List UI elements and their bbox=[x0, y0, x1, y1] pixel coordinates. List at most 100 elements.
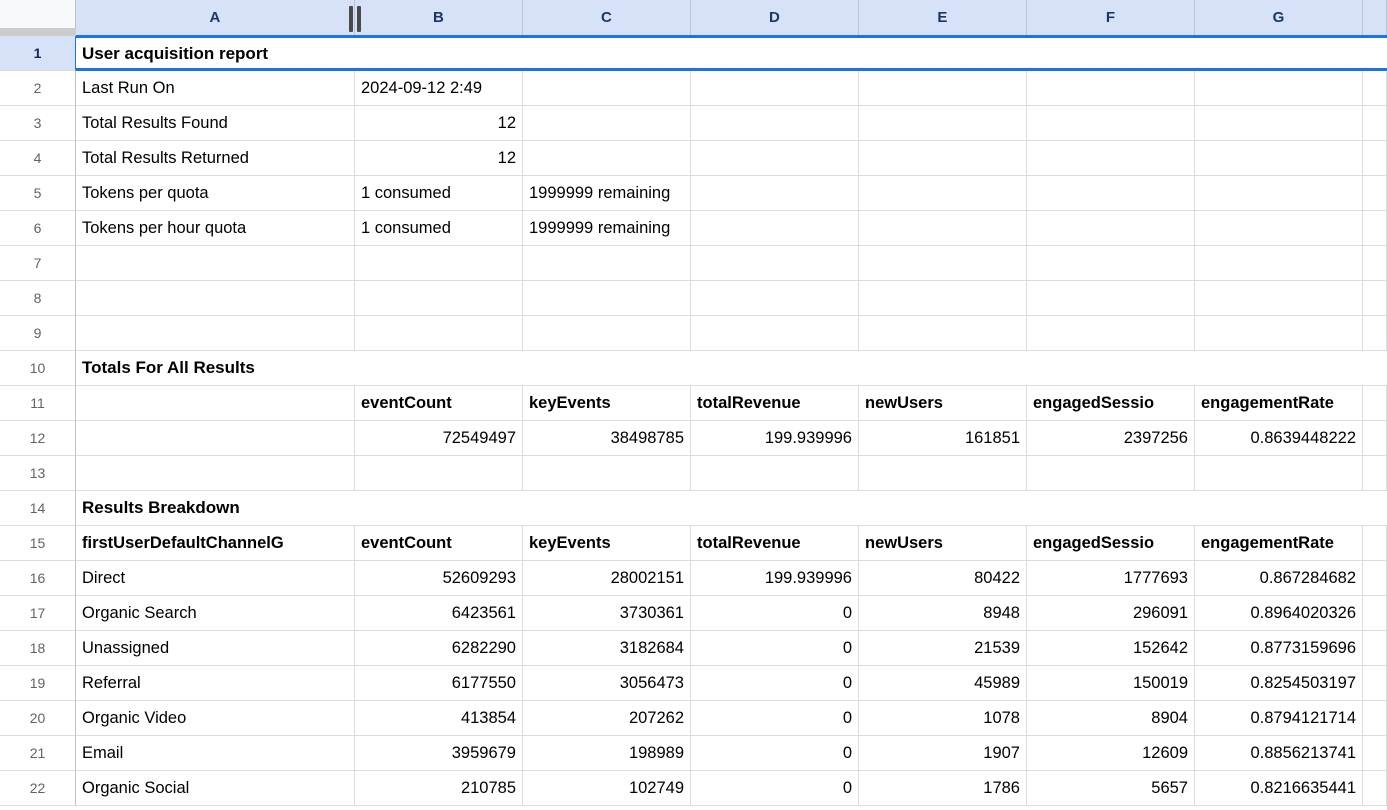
cell-E13[interactable] bbox=[859, 456, 1027, 491]
column-header-b[interactable]: B bbox=[355, 0, 523, 35]
row-header-10[interactable]: 10 bbox=[0, 351, 76, 386]
cell-E9[interactable] bbox=[859, 316, 1027, 351]
cell-H2[interactable] bbox=[1363, 71, 1387, 106]
breakdown-row-2-col-1[interactable]: Organic Search bbox=[76, 596, 355, 631]
row-header-9[interactable]: 9 bbox=[0, 316, 76, 351]
cell-C4[interactable] bbox=[523, 141, 691, 176]
cell-B9[interactable] bbox=[355, 316, 523, 351]
row-header-19[interactable]: 19 bbox=[0, 666, 76, 701]
breakdown-header-totalrevenue[interactable]: totalRevenue bbox=[691, 526, 859, 561]
cell-G9[interactable] bbox=[1195, 316, 1363, 351]
breakdown-row-1-col-5[interactable]: 80422 bbox=[859, 561, 1027, 596]
cell-H6[interactable] bbox=[1363, 211, 1387, 246]
cell-E8[interactable] bbox=[859, 281, 1027, 316]
cell-D4[interactable] bbox=[691, 141, 859, 176]
breakdown-row-7-col-5[interactable]: 1786 bbox=[859, 771, 1027, 806]
cell-D7[interactable] bbox=[691, 246, 859, 281]
breakdown-row-2-col-7[interactable]: 0.8964020326 bbox=[1195, 596, 1363, 631]
breakdown-row-4-col-1[interactable]: Referral bbox=[76, 666, 355, 701]
breakdown-row-6-col-3[interactable]: 198989 bbox=[523, 736, 691, 771]
breakdown-row-1-col-6[interactable]: 1777693 bbox=[1027, 561, 1195, 596]
breakdown-header-engagedsessio[interactable]: engagedSessio bbox=[1027, 526, 1195, 561]
row-header-12[interactable]: 12 bbox=[0, 421, 76, 456]
breakdown-row-4-col-6[interactable]: 150019 bbox=[1027, 666, 1195, 701]
cell-H8[interactable] bbox=[1363, 281, 1387, 316]
cell-F3[interactable] bbox=[1027, 106, 1195, 141]
totals-section-heading[interactable]: Totals For All Results bbox=[76, 351, 1387, 386]
totals-header-engagementrate[interactable]: engagementRate bbox=[1195, 386, 1363, 421]
breakdown-row-2-col-4[interactable]: 0 bbox=[691, 596, 859, 631]
breakdown-row-6-col-2[interactable]: 3959679 bbox=[355, 736, 523, 771]
cell-A12[interactable] bbox=[76, 421, 355, 456]
breakdown-row-3-col-7[interactable]: 0.8773159696 bbox=[1195, 631, 1363, 666]
breakdown-row-6-col-5[interactable]: 1907 bbox=[859, 736, 1027, 771]
cell-H15[interactable] bbox=[1363, 526, 1387, 561]
breakdown-row-3-col-2[interactable]: 6282290 bbox=[355, 631, 523, 666]
breakdown-row-6-col-7[interactable]: 0.8856213741 bbox=[1195, 736, 1363, 771]
cell-E6[interactable] bbox=[859, 211, 1027, 246]
cell-C9[interactable] bbox=[523, 316, 691, 351]
row-header-16[interactable]: 16 bbox=[0, 561, 76, 596]
cell-A9[interactable] bbox=[76, 316, 355, 351]
cell-F6[interactable] bbox=[1027, 211, 1195, 246]
cell-G5[interactable] bbox=[1195, 176, 1363, 211]
breakdown-row-3-col-3[interactable]: 3182684 bbox=[523, 631, 691, 666]
breakdown-row-2-col-5[interactable]: 8948 bbox=[859, 596, 1027, 631]
cell-G8[interactable] bbox=[1195, 281, 1363, 316]
row-header-1[interactable]: 1 bbox=[0, 36, 76, 71]
cell-G2[interactable] bbox=[1195, 71, 1363, 106]
cell-A11[interactable] bbox=[76, 386, 355, 421]
column-header-h-partial[interactable] bbox=[1363, 0, 1387, 35]
breakdown-header-eventcount[interactable]: eventCount bbox=[355, 526, 523, 561]
breakdown-row-5-col-4[interactable]: 0 bbox=[691, 701, 859, 736]
breakdown-row-6-col-1[interactable]: Email bbox=[76, 736, 355, 771]
cell-E3[interactable] bbox=[859, 106, 1027, 141]
cell-F8[interactable] bbox=[1027, 281, 1195, 316]
row-header-7[interactable]: 7 bbox=[0, 246, 76, 281]
row-header-3[interactable]: 3 bbox=[0, 106, 76, 141]
totals-value-newusers[interactable]: 161851 bbox=[859, 421, 1027, 456]
row-header-2[interactable]: 2 bbox=[0, 71, 76, 106]
cell-A7[interactable] bbox=[76, 246, 355, 281]
breakdown-row-6-col-4[interactable]: 0 bbox=[691, 736, 859, 771]
breakdown-row-5-col-3[interactable]: 207262 bbox=[523, 701, 691, 736]
breakdown-row-6-col-6[interactable]: 12609 bbox=[1027, 736, 1195, 771]
meta-value-4[interactable]: 1 consumed bbox=[355, 176, 523, 211]
cell-H18[interactable] bbox=[1363, 631, 1387, 666]
breakdown-row-7-col-2[interactable]: 210785 bbox=[355, 771, 523, 806]
cell-H7[interactable] bbox=[1363, 246, 1387, 281]
meta-label-5[interactable]: Tokens per hour quota bbox=[76, 211, 355, 246]
row-header-4[interactable]: 4 bbox=[0, 141, 76, 176]
breakdown-row-7-col-4[interactable]: 0 bbox=[691, 771, 859, 806]
page-title[interactable]: User acquisition report bbox=[76, 36, 1387, 71]
meta-label-2[interactable]: Total Results Found bbox=[76, 106, 355, 141]
cell-F2[interactable] bbox=[1027, 71, 1195, 106]
cell-E4[interactable] bbox=[859, 141, 1027, 176]
breakdown-row-1-col-4[interactable]: 199.939996 bbox=[691, 561, 859, 596]
breakdown-row-4-col-4[interactable]: 0 bbox=[691, 666, 859, 701]
breakdown-row-7-col-1[interactable]: Organic Social bbox=[76, 771, 355, 806]
cell-D5[interactable] bbox=[691, 176, 859, 211]
cell-H21[interactable] bbox=[1363, 736, 1387, 771]
cell-E2[interactable] bbox=[859, 71, 1027, 106]
cell-G13[interactable] bbox=[1195, 456, 1363, 491]
breakdown-row-4-col-5[interactable]: 45989 bbox=[859, 666, 1027, 701]
cell-G3[interactable] bbox=[1195, 106, 1363, 141]
cell-B8[interactable] bbox=[355, 281, 523, 316]
cell-B13[interactable] bbox=[355, 456, 523, 491]
breakdown-row-5-col-6[interactable]: 8904 bbox=[1027, 701, 1195, 736]
breakdown-row-5-col-5[interactable]: 1078 bbox=[859, 701, 1027, 736]
breakdown-section-heading[interactable]: Results Breakdown bbox=[76, 491, 1387, 526]
cell-C13[interactable] bbox=[523, 456, 691, 491]
column-header-c[interactable]: C bbox=[523, 0, 691, 35]
cell-H3[interactable] bbox=[1363, 106, 1387, 141]
cell-C8[interactable] bbox=[523, 281, 691, 316]
breakdown-row-3-col-5[interactable]: 21539 bbox=[859, 631, 1027, 666]
cell-H4[interactable] bbox=[1363, 141, 1387, 176]
row-header-11[interactable]: 11 bbox=[0, 386, 76, 421]
cell-E7[interactable] bbox=[859, 246, 1027, 281]
column-header-f[interactable]: F bbox=[1027, 0, 1195, 35]
select-all-corner[interactable] bbox=[0, 0, 76, 36]
cell-F13[interactable] bbox=[1027, 456, 1195, 491]
